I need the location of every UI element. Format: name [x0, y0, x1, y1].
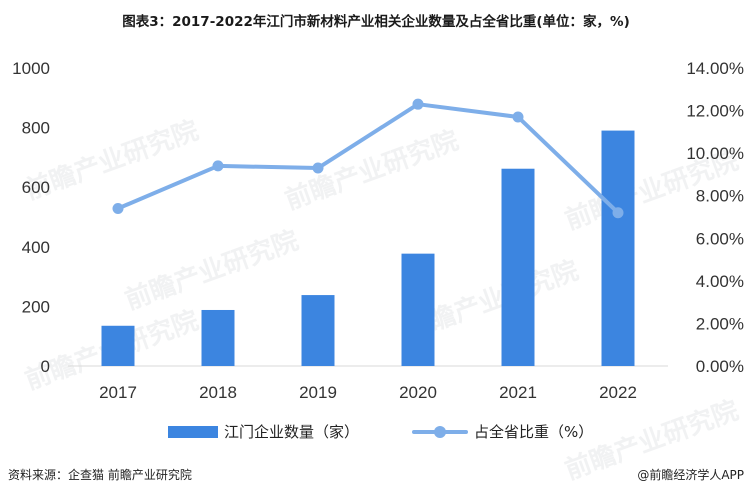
- y2-tick-label: 4.00%: [696, 272, 744, 291]
- brand-note: @前瞻经济学人APP: [637, 468, 744, 482]
- y2-tick-label: 0.00%: [696, 357, 744, 376]
- x-tick-label: 2021: [499, 383, 537, 402]
- legend-bar-swatch: [168, 425, 218, 438]
- y-tick-label: 600: [22, 178, 50, 197]
- y-tick-label: 0: [41, 357, 50, 376]
- line-point: [212, 160, 224, 172]
- y2-tick-label: 8.00%: [696, 187, 744, 206]
- x-tick-label: 2017: [99, 383, 137, 402]
- bar: [101, 325, 135, 366]
- line-point: [112, 202, 124, 214]
- legend-label-bar: 江门企业数量（家）: [224, 423, 360, 441]
- line-point: [612, 207, 624, 219]
- y2-tick-label: 6.00%: [696, 229, 744, 248]
- y-tick-label: 800: [22, 119, 50, 138]
- line-series: [116, 102, 620, 215]
- chart-plot: 0 200 400 600 800 1000 0.00% 2.00% 4.00% 6.00% 8.0…: [12, 59, 744, 402]
- legend-label-line: 占全省比重（%）: [474, 423, 594, 441]
- legend-line-swatch: [412, 425, 468, 439]
- line-point: [412, 98, 424, 110]
- legend: 江门企业数量（家） 占全省比重（%）: [0, 421, 752, 445]
- legend-item-line: 占全省比重（%）: [412, 421, 593, 442]
- bar: [601, 130, 635, 366]
- line-point: [312, 162, 324, 174]
- source-note: 资料来源：企查猫 前瞻产业研究院: [8, 468, 192, 482]
- x-tick-label: 2020: [399, 383, 437, 402]
- line-point: [512, 111, 524, 123]
- bar: [501, 168, 535, 366]
- bar: [201, 309, 235, 366]
- chart-title: 图表3：2017-2022年江门市新材料产业相关企业数量及占全省比重(单位：家，…: [122, 14, 630, 30]
- y2-tick-label: 14.00%: [686, 59, 744, 78]
- y2-tick-label: 12.00%: [686, 102, 744, 121]
- y-tick-label: 200: [22, 297, 50, 316]
- bar: [401, 253, 435, 366]
- y2-tick-label: 10.00%: [686, 144, 744, 163]
- x-tick-label: 2019: [299, 383, 337, 402]
- x-tick-label: 2018: [199, 383, 237, 402]
- bar: [301, 295, 335, 366]
- y-tick-label: 1000: [12, 59, 50, 78]
- y2-tick-label: 2.00%: [696, 314, 744, 333]
- legend-item-bar: 江门企业数量（家）: [168, 421, 359, 442]
- y-tick-label: 400: [22, 238, 50, 257]
- x-tick-label: 2022: [599, 383, 637, 402]
